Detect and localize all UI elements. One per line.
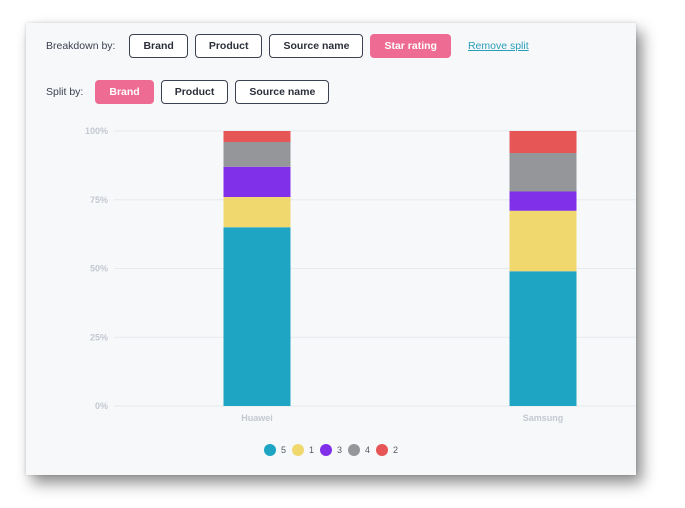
bar-segment-samsung-4[interactable] bbox=[509, 153, 577, 192]
legend-item[interactable]: 3 bbox=[319, 444, 342, 456]
legend-label: 5 bbox=[280, 445, 286, 455]
stacked-bar-chart: 0% 25% 50% 75% 100% Huawei Samsung bbox=[85, 126, 636, 423]
bar-segment-samsung-2[interactable] bbox=[509, 131, 577, 153]
bar-segment-huawei-2[interactable] bbox=[223, 131, 291, 142]
breakdown-label: Breakdown by: bbox=[46, 40, 116, 52]
breakdown-brand-button[interactable]: Brand bbox=[129, 34, 188, 58]
x-category-label: Huawei bbox=[241, 413, 273, 423]
split-source-name-button[interactable]: Source name bbox=[235, 80, 330, 104]
bar-segment-huawei-1[interactable] bbox=[223, 197, 291, 228]
legend-label: 4 bbox=[365, 445, 371, 455]
breakdown-product-button[interactable]: Product bbox=[194, 34, 263, 58]
legend-item[interactable]: 5 bbox=[263, 444, 286, 456]
breakdown-source-name-button[interactable]: Source name bbox=[269, 34, 364, 58]
y-tick-label: 0% bbox=[95, 401, 108, 411]
split-brand-button[interactable]: Brand bbox=[95, 80, 154, 104]
x-category-label: Samsung bbox=[523, 413, 564, 423]
legend-swatch bbox=[348, 444, 360, 456]
legend-item[interactable]: 4 bbox=[348, 444, 370, 456]
bar-segment-huawei-4[interactable] bbox=[223, 142, 291, 167]
legend-item[interactable]: 1 bbox=[291, 444, 314, 456]
chart-legend: 5 1 3 4 2 bbox=[26, 444, 636, 456]
legend-label: 3 bbox=[336, 445, 342, 455]
legend-label: 1 bbox=[308, 445, 314, 455]
legend-swatch bbox=[376, 444, 389, 456]
legend-swatch bbox=[263, 444, 276, 456]
split-product-button[interactable]: Product bbox=[160, 80, 229, 104]
breakdown-star-rating-button[interactable]: Star rating bbox=[370, 34, 451, 58]
bar-segment-samsung-5[interactable] bbox=[509, 271, 577, 406]
split-row: Split by: Brand Product Source name bbox=[46, 80, 336, 104]
legend-item[interactable]: 2 bbox=[376, 444, 398, 456]
y-tick-label: 75% bbox=[90, 195, 108, 205]
legend-swatch bbox=[319, 444, 332, 456]
breakdown-row: Breakdown by: Brand Product Source name … bbox=[46, 34, 529, 58]
y-tick-label: 100% bbox=[85, 126, 108, 136]
chart-panel: Breakdown by: Brand Product Source name … bbox=[26, 23, 636, 475]
bar-segment-samsung-3[interactable] bbox=[509, 191, 577, 211]
bar-segment-samsung-1[interactable] bbox=[509, 210, 577, 272]
legend-swatch bbox=[291, 444, 304, 456]
split-label: Split by: bbox=[46, 86, 84, 98]
legend-label: 2 bbox=[393, 445, 399, 455]
bar-segment-huawei-5[interactable] bbox=[223, 227, 291, 406]
y-tick-label: 25% bbox=[90, 332, 108, 342]
remove-split-link[interactable]: Remove split bbox=[467, 40, 529, 52]
y-tick-label: 50% bbox=[90, 264, 108, 274]
bar-segment-huawei-3[interactable] bbox=[223, 166, 291, 197]
